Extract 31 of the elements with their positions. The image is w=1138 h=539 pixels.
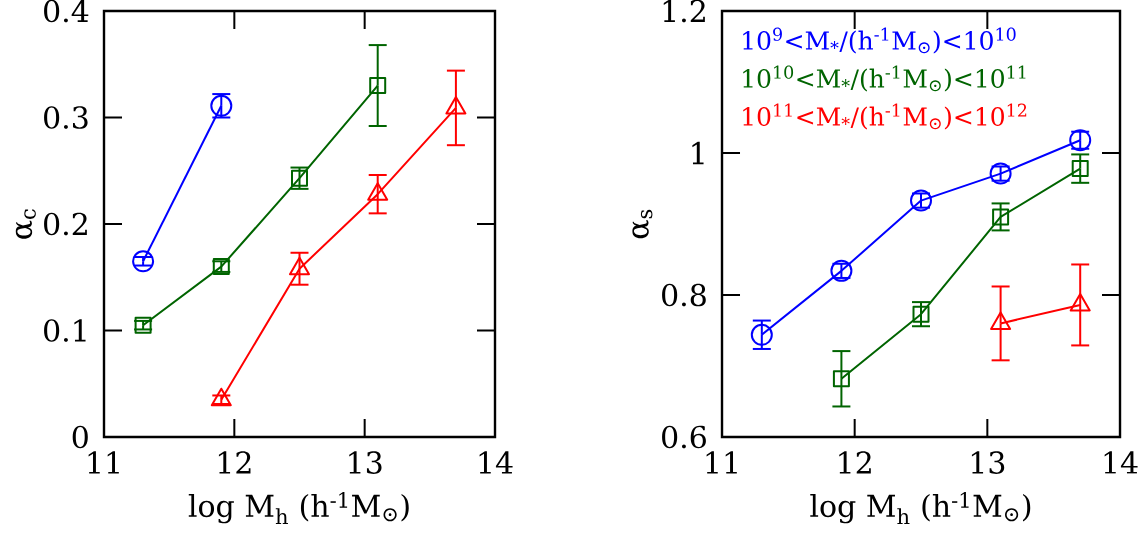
point (992, 208, 1010, 226)
point (132, 250, 155, 273)
x-tick-label: 11 (706, 451, 737, 474)
point (832, 370, 850, 388)
y-tick-label: 0.6 (662, 425, 706, 449)
y-tick-label: 0.1 (44, 319, 86, 342)
x-tick-label: 14 (479, 451, 513, 474)
y-tick-label: 0 (72, 425, 88, 449)
x-tick-label: 14 (1104, 451, 1138, 474)
x-axis-title: log M$_{h}$ (h$^{-1}$M$_{⊙}$) (188, 492, 409, 525)
y-tick-label: 0.8 (662, 283, 706, 307)
y-tick-label: 0.3 (44, 106, 88, 129)
x-tick-label: 13 (971, 451, 1005, 474)
x-tick-label: 11 (88, 451, 119, 474)
point (912, 305, 930, 323)
y-tick-label: 1.2 (663, 0, 705, 23)
text: 10$^{10}$<M$_{*}$/(h$^{-1}$M$_{⊙}$)<10$^{11}$ (743, 65, 1026, 92)
y-tick-label: 0.2 (44, 212, 87, 236)
point (369, 77, 387, 95)
y-tick-label: 1 (692, 141, 704, 165)
x-tick-label: 12 (839, 451, 871, 474)
y-axis-title: α$_{c}$ (15, 209, 36, 239)
x-tick-label: 12 (218, 451, 251, 474)
point (1071, 160, 1089, 178)
y-axis-title: α$_{s}$ (632, 209, 653, 239)
text: 10$^{9}$<M$_{*}$/(h$^{-1}$M$_{⊙}$)<10$^{10}$ (743, 27, 1016, 54)
x-tick-label: 13 (349, 451, 382, 474)
text: 10$^{11}$<M$_{*}$/(h$^{-1}$M$_{⊙}$)<10$^{12}$ (743, 103, 1027, 130)
y-tick-label: 0.4 (44, 0, 89, 23)
x-axis-title: log M$_{h}$ (h$^{-1}$M$_{⊙}$) (810, 492, 1031, 525)
point (210, 387, 232, 407)
